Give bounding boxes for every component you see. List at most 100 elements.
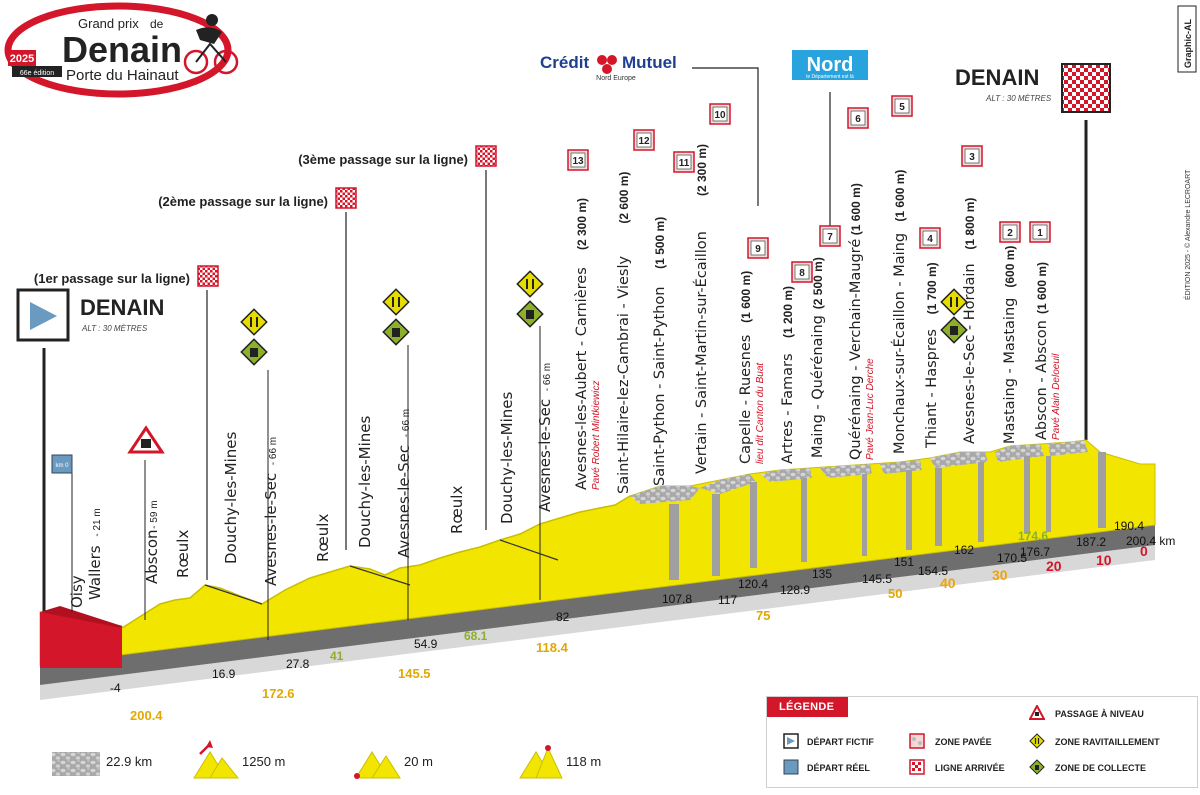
sector-length: (1 200 m) [781, 286, 795, 338]
level-crossing-marker [127, 425, 165, 454]
legend-real-start: DÉPART RÉEL [807, 763, 870, 773]
cobbles-icon [909, 733, 925, 749]
logo-line1b: de [150, 17, 164, 31]
km-distance-label: 107.8 [662, 592, 692, 606]
legend-level-crossing: PASSAGE À NIVEAU [1055, 709, 1144, 719]
sector-number-badge: 4 [919, 227, 941, 249]
sector-note: Pavé Robert Mintkiewicz [591, 381, 602, 490]
sector-name: Saint-Hilaire-lez-Cambrai - Viesly [616, 256, 632, 494]
legend-panel: LÉGENDE DÉPART FICTIF DÉPART RÉEL ZONE P… [766, 696, 1198, 788]
sector-number-badge: 6 [847, 107, 869, 129]
passage-2-flag-icon [335, 187, 357, 209]
stat-max-climb: 1250 m [242, 754, 286, 769]
sponsor-credit-mutuel: Crédit Mutuel Nord Europe [540, 53, 677, 82]
sector-note: Pavé Jean-Luc Derche [865, 358, 876, 460]
sector-label: Artres - Famars (1 200 m) [780, 286, 796, 464]
stat-cobbles-icon [52, 752, 100, 776]
finish-alt: ALT : 30 MÈTRES [985, 94, 1052, 103]
sector-number-badge: 5 [891, 95, 913, 117]
place-label: Oisy [68, 575, 86, 608]
place-label: Douchy-les-Mines [356, 416, 374, 548]
legend-waste-zone: ZONE DE COLLECTE [1055, 763, 1147, 773]
sponsor-cm-text1: Crédit [540, 53, 589, 72]
km-distance-label: -4 [110, 681, 121, 695]
sector-name: Mastaing - Mastaing [1002, 298, 1018, 444]
sector-length: (2 500 m) [811, 257, 825, 309]
logo-line1: Grand prix [78, 16, 139, 31]
sector-length: (1 700 m) [925, 262, 939, 314]
sector-number: 7 [827, 232, 833, 243]
place-label: Avesnes-le-Sec - 66 m [395, 409, 413, 558]
stat-climb-icon [193, 740, 240, 779]
passage-3: (3ème passage sur la ligne) [298, 145, 497, 530]
legend-cobbles: ZONE PAVÉE [935, 737, 992, 747]
place-name: Douchy-les-Mines [356, 416, 374, 548]
places-layer: Oisy Wallers - 21 m Abscon- 59 m Rœulx Douchy… [68, 363, 554, 608]
km-remaining-label: 50 [888, 586, 902, 601]
place-name: Rœulx [174, 530, 192, 578]
sector-label: Abscon - Abscon (1 600 m) Pavé Alain Deloe… [1034, 262, 1062, 440]
sector-length: (2 300 m) [575, 198, 589, 250]
km-remaining-label: 40 [940, 575, 956, 591]
sector-length: (1 600 m) [739, 271, 753, 323]
place-label: Avesnes-le-Sec - 66 m [262, 437, 280, 586]
level-crossing-icon [1029, 705, 1045, 720]
sector-label: Avesnes-le-Sec - Hordain (1 800 m) [962, 198, 978, 444]
finish-flag-icon [909, 759, 925, 775]
feed-zone-markers [240, 270, 968, 366]
sector-number: 1 [1037, 228, 1043, 239]
feed-zone-icon [940, 288, 968, 316]
sector-number: 9 [755, 244, 761, 255]
km-remaining-label: 75 [756, 608, 770, 623]
km-remaining-label: 118.4 [536, 640, 569, 655]
loop-connector-2 [349, 565, 411, 586]
stat-max-alt-icon [519, 745, 563, 779]
sector-length: (2 600 m) [617, 172, 631, 224]
sector-note: Pavé Alain Deloeuil [1051, 353, 1062, 440]
cobble-patches [630, 440, 1088, 504]
sector-number: 13 [572, 156, 584, 167]
place-name: Douchy-les-Mines [498, 392, 516, 524]
sector-name: Monchaux-sur-Écaillon - Maing [891, 233, 908, 454]
race-logo: 2025 66e édition Grand prix de Denain Po… [4, 2, 239, 98]
km-distance-label: 128.9 [780, 583, 810, 597]
sector-number: 10 [714, 110, 726, 121]
sector-length: (1 600 m) [849, 183, 863, 235]
km-remaining-label: 145.5 [398, 666, 431, 681]
start-alt: ALT : 30 MÈTRES [81, 324, 148, 333]
sector-number: 5 [899, 102, 905, 113]
sector-length: (1 600 m) [893, 170, 907, 222]
place-label: Wallers - 21 m [86, 508, 104, 600]
km-remaining-label: 200.4 [130, 708, 163, 723]
real-start-marker: km 0 [51, 454, 73, 474]
logo-edition: 66e édition [20, 70, 54, 77]
sector-length: (1 800 m) [963, 198, 977, 250]
km-distance-label: 151 [894, 555, 914, 569]
sector-number: 3 [969, 152, 975, 163]
real-start-icon [783, 759, 799, 775]
place-label: Rœulx [314, 514, 332, 562]
sponsor-nord-text: Nord [807, 54, 854, 76]
km-distance-label: 117 [718, 593, 737, 607]
place-label: Douchy-les-Mines [222, 432, 240, 564]
km-distance-label: 174.6 [1018, 529, 1048, 543]
fictive-start-icon [30, 302, 57, 330]
sector-label: Maing - Quérénaing (2 500 m) [810, 257, 826, 458]
sector-number: 4 [927, 234, 933, 245]
place-label: Rœulx [174, 530, 192, 578]
km-remaining-label: 172.6 [262, 686, 295, 701]
feed-zone-icon [382, 288, 410, 316]
place-alt: - 66 m [401, 409, 412, 437]
sector-length: (1 600 m) [1035, 262, 1049, 314]
place-label: Rœulx [448, 486, 466, 534]
place-label: Abscon- 59 m [143, 500, 161, 584]
sector-label: Avesnes-les-Aubert - Carnières (2 300 m) P… [574, 198, 602, 490]
sector-label: Quérénaing - Verchain-Maugré (1 600 m) Pav… [848, 183, 876, 460]
sector-length: (600 m) [1003, 246, 1017, 288]
finish-block: DENAIN ALT : 30 MÈTRES [955, 63, 1111, 440]
finish-flag-icon [1061, 63, 1111, 113]
finish-name: DENAIN [955, 65, 1039, 90]
